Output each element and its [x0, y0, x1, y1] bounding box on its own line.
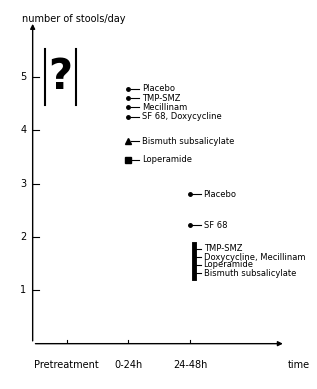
Text: SF 68, Doxycycline: SF 68, Doxycycline: [142, 112, 222, 121]
Text: Placebo: Placebo: [204, 190, 236, 199]
Text: 0-24h: 0-24h: [114, 360, 142, 370]
Text: 2: 2: [20, 232, 27, 242]
Text: 3: 3: [20, 179, 27, 189]
Text: Bismuth subsalicylate: Bismuth subsalicylate: [204, 269, 296, 278]
Text: 24-48h: 24-48h: [173, 360, 207, 370]
Text: 5: 5: [20, 72, 27, 82]
Text: Bismuth subsalicylate: Bismuth subsalicylate: [142, 137, 234, 145]
Text: number of stools/day: number of stools/day: [22, 14, 126, 24]
Text: Doxycycline, Mecillinam: Doxycycline, Mecillinam: [204, 253, 305, 262]
Text: Mecillinam: Mecillinam: [142, 103, 187, 112]
Text: SF 68: SF 68: [204, 221, 227, 230]
Text: ?: ?: [49, 56, 73, 98]
Text: 4: 4: [20, 125, 27, 135]
Text: Pretreatment: Pretreatment: [34, 360, 99, 370]
Text: TMP-SMZ: TMP-SMZ: [142, 94, 180, 103]
Text: 1: 1: [20, 286, 27, 295]
Text: TMP-SMZ: TMP-SMZ: [204, 244, 242, 253]
Text: time: time: [288, 360, 310, 370]
Text: Placebo: Placebo: [142, 84, 175, 93]
Text: Loperamide: Loperamide: [204, 260, 254, 269]
Text: Loperamide: Loperamide: [142, 155, 192, 164]
